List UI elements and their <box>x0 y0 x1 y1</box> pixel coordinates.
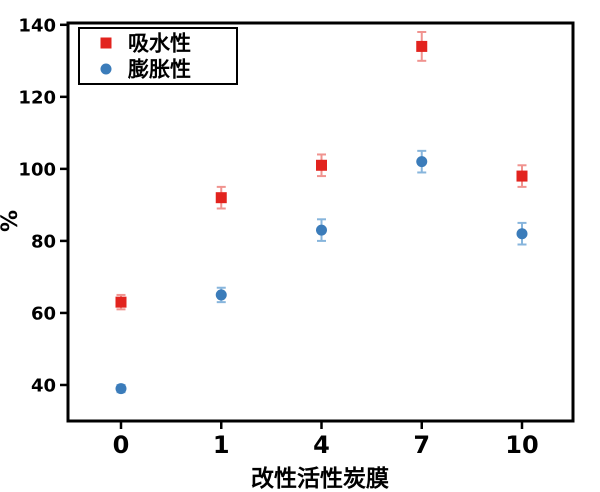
data-point-膨胀性 <box>416 156 428 168</box>
y-tick-label: 60 <box>31 303 56 324</box>
data-point-吸水性 <box>516 170 528 182</box>
x-tick-label: 7 <box>413 431 430 459</box>
legend-box <box>78 27 238 85</box>
y-tick-label: 100 <box>18 159 56 180</box>
y-tick-label: 120 <box>18 87 56 108</box>
y-tick-label: 80 <box>31 231 56 252</box>
x-axis-ticks: 0 1 4 7 10 <box>113 421 539 459</box>
x-axis-label: 改性活性炭膜 <box>251 466 389 492</box>
data-point-膨胀性 <box>516 228 528 240</box>
data-point-膨胀性 <box>215 289 227 301</box>
data-series-layer <box>115 31 528 395</box>
data-point-吸水性 <box>215 192 227 204</box>
data-point-吸水性 <box>416 40 428 52</box>
y-tick-label: 140 <box>18 15 56 36</box>
y-axis-label: % <box>0 210 23 232</box>
x-tick-label: 0 <box>113 431 130 459</box>
legend-label: 膨胀性 <box>128 58 191 82</box>
x-tick-label: 4 <box>313 431 330 459</box>
data-point-吸水性 <box>316 159 327 171</box>
data-point-膨胀性 <box>115 383 127 395</box>
x-tick-label: 10 <box>505 431 538 459</box>
legend-label: 吸水性 <box>128 32 191 56</box>
y-tick-label: 40 <box>31 375 56 396</box>
y-axis-ticks: 40 60 80 100 120 140 <box>18 15 68 396</box>
x-tick-label: 1 <box>213 431 230 459</box>
legend-marker-square <box>100 37 112 49</box>
legend-marker-circle <box>100 63 112 75</box>
data-point-吸水性 <box>115 296 127 308</box>
data-point-膨胀性 <box>316 224 327 236</box>
